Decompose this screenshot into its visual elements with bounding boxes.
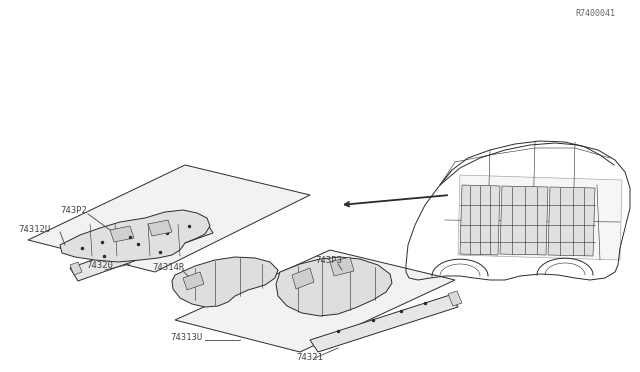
- Polygon shape: [175, 250, 455, 352]
- Polygon shape: [70, 220, 213, 281]
- Polygon shape: [70, 262, 82, 275]
- Text: R7400041: R7400041: [575, 9, 615, 18]
- Polygon shape: [148, 220, 172, 236]
- Polygon shape: [310, 295, 458, 352]
- Text: 74314R: 74314R: [152, 263, 184, 272]
- Polygon shape: [460, 185, 500, 255]
- Polygon shape: [330, 257, 354, 276]
- Text: 74312U: 74312U: [18, 225, 51, 234]
- Polygon shape: [500, 186, 548, 255]
- Polygon shape: [458, 175, 622, 260]
- Polygon shape: [448, 291, 462, 306]
- Polygon shape: [60, 210, 210, 262]
- Polygon shape: [292, 268, 314, 289]
- Text: 743P3: 743P3: [315, 256, 342, 265]
- Polygon shape: [28, 165, 310, 272]
- Polygon shape: [183, 272, 204, 290]
- Text: 74320: 74320: [86, 261, 113, 270]
- Text: 74313U: 74313U: [170, 333, 202, 342]
- Polygon shape: [276, 257, 392, 316]
- Polygon shape: [110, 226, 134, 242]
- Polygon shape: [548, 187, 595, 256]
- Text: 74321: 74321: [296, 353, 323, 362]
- Polygon shape: [172, 257, 278, 307]
- Text: 743P2: 743P2: [60, 206, 87, 215]
